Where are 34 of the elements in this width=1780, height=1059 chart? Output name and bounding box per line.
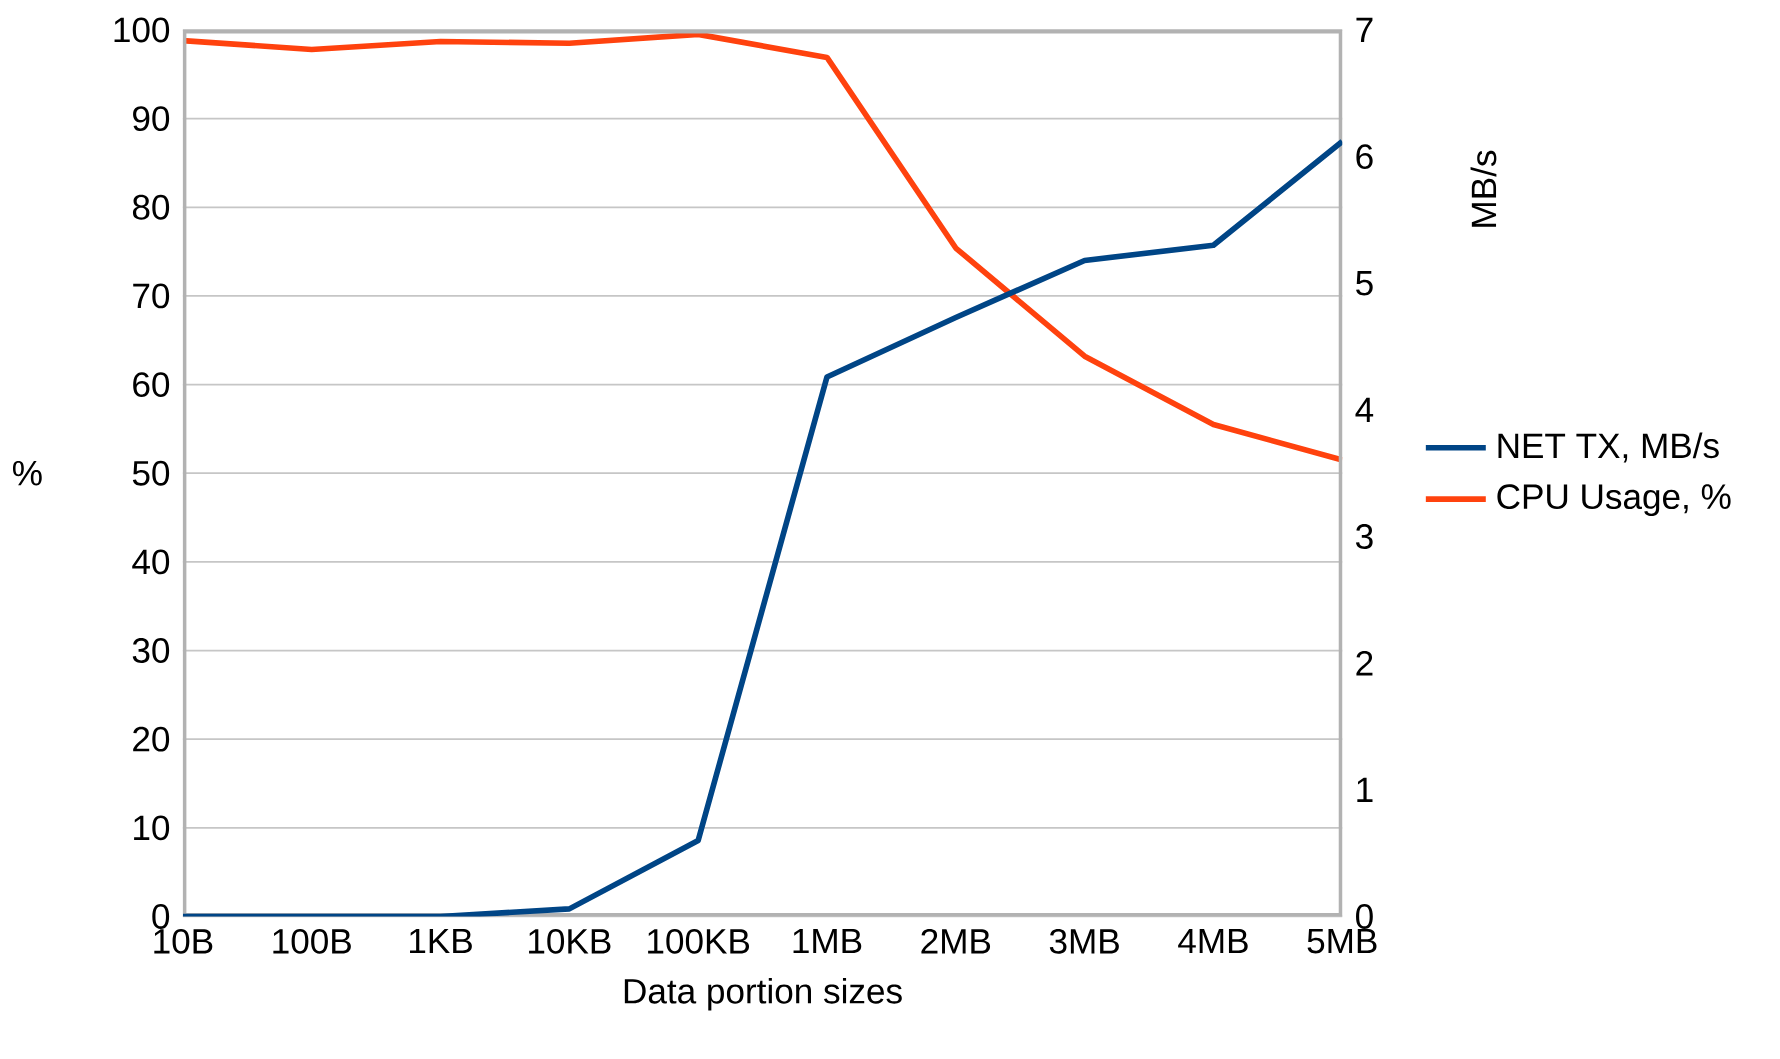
- y-tick-label: 80: [132, 194, 170, 220]
- y-tick-label: 20: [133, 726, 170, 752]
- legend-label: NET TX, MB/s: [1498, 432, 1719, 463]
- x-tick-label: 1KB: [410, 928, 472, 953]
- x-axis-title: Data portion sizes: [624, 977, 902, 1011]
- y2-tick-label: 3: [1355, 523, 1373, 549]
- y2-tick-label: 0: [1356, 903, 1373, 929]
- x-tick-label: 5MB: [1307, 928, 1377, 954]
- y2-tick-label: 6: [1356, 143, 1373, 169]
- x-tick-label: 100KB: [648, 928, 750, 954]
- x-tick-label: 10KB: [529, 928, 611, 954]
- y2-tick-label: 4: [1355, 397, 1374, 422]
- y-tick-label: 10: [134, 815, 170, 841]
- y-tick-label: 0: [152, 903, 170, 929]
- x-tick-label: 4MB: [1178, 928, 1248, 953]
- x-tick-label: 1MB: [793, 928, 862, 953]
- x-tick-label: 100B: [273, 928, 351, 954]
- y-tick-label: 30: [132, 637, 170, 663]
- x-tick-label: 2MB: [921, 928, 991, 954]
- y2-axis-title: MB/s: [1470, 150, 1497, 227]
- y-axis-title: %: [12, 460, 42, 486]
- legend-label: CPU Usage, %: [1497, 484, 1731, 516]
- y2-tick-label: 1: [1357, 777, 1373, 802]
- y2-tick-label: 7: [1356, 17, 1373, 42]
- y-tick-label: 40: [132, 549, 170, 575]
- y2-tick-label: 5: [1356, 270, 1373, 296]
- y-tick-label: 50: [132, 460, 170, 486]
- y-tick-label: 100: [114, 17, 170, 43]
- y-tick-label: 70: [133, 283, 170, 309]
- y2-tick-label: 2: [1356, 650, 1373, 676]
- x-tick-label: 3MB: [1049, 928, 1119, 954]
- x-tick-label: 10B: [154, 928, 213, 954]
- y-tick-label: 90: [133, 105, 170, 131]
- y-tick-label: 60: [133, 371, 170, 397]
